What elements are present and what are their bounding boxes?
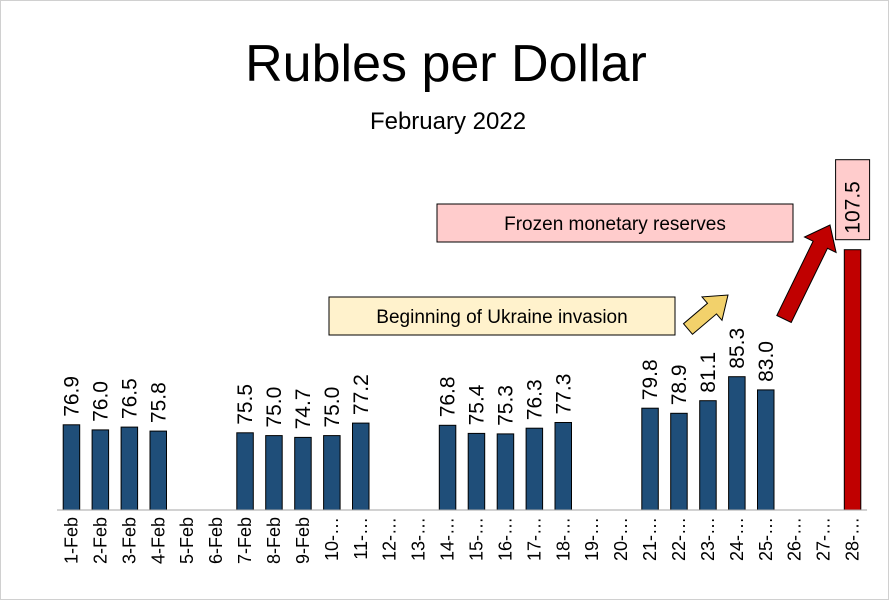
value-label-28-…: 107.5: [842, 181, 865, 234]
x-tick-label: 4-Feb: [148, 517, 168, 564]
x-tick-label: 12-…: [380, 517, 400, 561]
x-tick-label: 6-Feb: [206, 517, 226, 564]
value-labels-group: 76.9 76.0 76.5 75.8 75.5 75.0 74.7 75.0 77.2 76.8…: [61, 159, 871, 430]
value-label-23-…: 81.1: [697, 352, 720, 393]
bar-16-…: [496, 433, 515, 511]
value-label-18-…: 77.3: [552, 374, 575, 415]
x-tick-label: 28-…: [843, 517, 863, 561]
bar-15-…: [467, 432, 486, 511]
value-label-7-Feb: 75.5: [234, 384, 257, 425]
x-tick-label: 22-…: [669, 517, 689, 561]
bar-25-…: [757, 389, 775, 511]
x-tick-label: 10-…: [322, 517, 342, 561]
bar-1-Feb: [62, 424, 81, 511]
value-label-22-…: 78.9: [668, 364, 691, 405]
x-tick-label: 3-Feb: [119, 517, 139, 564]
value-label-25-…: 83.0: [755, 341, 778, 382]
x-tick-label: 17-…: [524, 517, 544, 561]
value-label-15-…: 75.4: [466, 384, 489, 425]
bar-17-…: [525, 427, 544, 511]
value-label-16-…: 75.3: [494, 385, 517, 426]
bar-18-…: [554, 422, 572, 511]
value-label-1-Feb: 76.9: [61, 376, 84, 417]
x-tick-label: 5-Feb: [177, 517, 197, 564]
x-tick-label: 14-…: [438, 517, 458, 561]
x-tick-label: 20-…: [611, 517, 631, 561]
bar-28-…: [843, 249, 862, 511]
value-label-8-Feb: 75.0: [263, 387, 286, 428]
x-tick-label: 1-Feb: [62, 517, 82, 564]
bar-24-…: [728, 376, 746, 511]
bars-group: [62, 249, 862, 511]
x-tick-label: 9-Feb: [293, 517, 313, 564]
chart-subtitle: February 2022: [370, 108, 526, 135]
value-label-3-Feb: 76.5: [118, 378, 141, 419]
x-tick-label: 15-…: [467, 517, 487, 561]
annotation-box: [328, 296, 676, 336]
x-tick-label: 13-…: [409, 517, 429, 561]
annotation-text: Beginning of Ukraine invasion: [376, 307, 627, 328]
x-tick-label: 7-Feb: [235, 517, 255, 564]
x-tick-label: 24-…: [727, 517, 747, 561]
annotations-group: Beginning of Ukraine invasion Frozen mone…: [328, 203, 837, 336]
bar-21-…: [641, 407, 659, 511]
value-label-11-…: 77.2: [350, 374, 373, 415]
x-tick-labels-group: 1-Feb 2-Feb 3-Feb 4-Feb 5-Feb 6-Feb 7-Feb 8-Feb…: [62, 517, 863, 564]
x-tick-label: 21-…: [640, 517, 660, 561]
bar-3-Feb: [120, 426, 139, 511]
x-tick-label: 23-…: [698, 517, 718, 561]
x-tick-label: 8-Feb: [264, 517, 284, 564]
annotation-arrow-icon: [776, 224, 837, 324]
x-tick-label: 2-Feb: [90, 517, 110, 564]
bar-10-…: [323, 435, 341, 511]
bar-8-Feb: [265, 435, 283, 511]
bar-14-…: [438, 424, 457, 511]
bar-23-…: [699, 400, 717, 511]
value-label-21-…: 79.8: [639, 359, 662, 400]
value-label-14-…: 76.8: [437, 376, 460, 417]
value-label-24-…: 85.3: [726, 328, 749, 369]
annotation-text: Frozen monetary reserves: [504, 214, 726, 235]
bar-11-…: [352, 422, 370, 511]
x-tick-label: 27-…: [814, 517, 834, 561]
bar-22-…: [670, 412, 688, 511]
annotation-arrow-icon: [682, 294, 729, 336]
annotation-box: [436, 203, 794, 243]
x-tick-label: 11-…: [351, 517, 371, 560]
value-label-2-Feb: 76.0: [89, 381, 112, 422]
value-label-4-Feb: 75.8: [147, 382, 170, 423]
bar-4-Feb: [149, 430, 167, 511]
bar-7-Feb: [236, 432, 254, 511]
x-tick-label: 18-…: [553, 517, 573, 561]
x-tick-label: 26-…: [785, 517, 805, 561]
highlight-value-box: [835, 159, 871, 241]
bar-2-Feb: [91, 429, 110, 511]
value-label-17-…: 76.3: [523, 379, 546, 420]
bar-9-Feb: [294, 436, 312, 511]
x-tick-label: 19-…: [582, 517, 602, 561]
value-label-10-…: 75.0: [321, 387, 344, 428]
x-tick-label: 16-…: [495, 517, 515, 561]
x-tick-label: 25-…: [756, 517, 776, 561]
chart-title: Rubles per Dollar: [245, 35, 647, 93]
value-label-9-Feb: 74.7: [292, 389, 315, 430]
